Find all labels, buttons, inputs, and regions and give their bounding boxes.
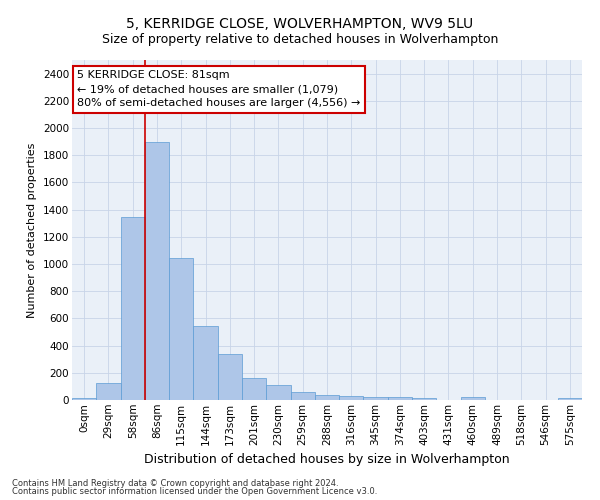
Bar [461, 397, 485, 400]
Y-axis label: Number of detached properties: Number of detached properties [28, 142, 37, 318]
Bar [315, 395, 339, 400]
Bar [242, 378, 266, 400]
Bar [290, 392, 315, 400]
Bar [145, 142, 169, 400]
Text: Size of property relative to detached houses in Wolverhampton: Size of property relative to detached ho… [102, 32, 498, 46]
Bar [121, 217, 145, 400]
Bar [169, 258, 193, 400]
Bar [266, 385, 290, 400]
Bar [412, 398, 436, 400]
Bar [193, 326, 218, 400]
Text: 5, KERRIDGE CLOSE, WOLVERHAMPTON, WV9 5LU: 5, KERRIDGE CLOSE, WOLVERHAMPTON, WV9 5L… [127, 18, 473, 32]
Bar [558, 398, 582, 400]
Text: Contains public sector information licensed under the Open Government Licence v3: Contains public sector information licen… [12, 487, 377, 496]
Text: Contains HM Land Registry data © Crown copyright and database right 2024.: Contains HM Land Registry data © Crown c… [12, 478, 338, 488]
Bar [364, 396, 388, 400]
Bar [388, 398, 412, 400]
Bar [339, 396, 364, 400]
Text: 5 KERRIDGE CLOSE: 81sqm
← 19% of detached houses are smaller (1,079)
80% of semi: 5 KERRIDGE CLOSE: 81sqm ← 19% of detache… [77, 70, 361, 108]
Bar [96, 383, 121, 400]
Bar [72, 398, 96, 400]
X-axis label: Distribution of detached houses by size in Wolverhampton: Distribution of detached houses by size … [144, 453, 510, 466]
Bar [218, 354, 242, 400]
